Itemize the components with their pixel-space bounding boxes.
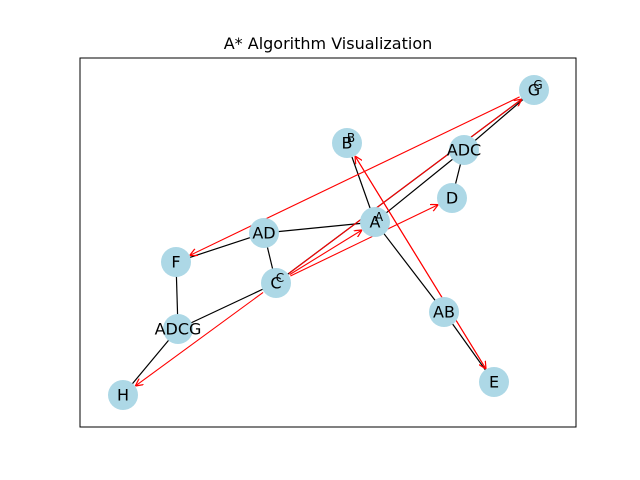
- plot-frame: [79, 57, 577, 428]
- arrow-g-f: [190, 96, 520, 255]
- node-ad: AD: [249, 218, 279, 248]
- node-b-overlay-label: B: [347, 131, 355, 145]
- node-adc: ADC: [447, 135, 481, 165]
- node-adcg: ADCG: [155, 314, 202, 344]
- node-a: AA: [360, 207, 390, 237]
- node-a-circle: [360, 207, 390, 237]
- node-g-circle: [519, 75, 549, 105]
- node-g-label: G: [528, 81, 540, 100]
- arrow-c-h: [136, 292, 264, 385]
- node-h-label: H: [117, 386, 129, 405]
- node-b-label: B: [342, 134, 353, 153]
- edge-a-ab: [374, 221, 445, 313]
- arrow-c-d: [290, 205, 437, 277]
- path-arrows: [136, 96, 521, 386]
- node-d-circle: [437, 183, 467, 213]
- node-d: D: [437, 183, 467, 213]
- node-a-label: A: [370, 213, 381, 232]
- node-c-label: C: [270, 274, 281, 293]
- node-e-circle: [479, 367, 509, 397]
- arrow-c-a: [289, 230, 362, 276]
- node-f: F: [161, 247, 191, 277]
- arrow-c-g: [288, 100, 521, 274]
- arrow-e-b: [355, 157, 487, 369]
- node-ab-label: AB: [433, 303, 455, 322]
- node-e-label: E: [489, 373, 499, 392]
- node-f-circle: [161, 247, 191, 277]
- node-c: CC: [261, 268, 291, 298]
- diagram-title: A* Algorithm Visualization: [224, 34, 433, 53]
- node-ad-circle: [249, 218, 279, 248]
- node-e: E: [479, 367, 509, 397]
- node-g: GG: [519, 75, 549, 105]
- node-ad-label: AD: [252, 224, 275, 243]
- node-h: H: [108, 380, 138, 410]
- node-h-circle: [108, 380, 138, 410]
- node-f-label: F: [171, 253, 180, 272]
- node-c-circle: [261, 268, 291, 298]
- edge-adcg-c: [177, 282, 277, 330]
- node-adcg-label: ADCG: [155, 320, 202, 339]
- node-b-circle: [332, 128, 362, 158]
- node-ab: AB: [429, 297, 459, 327]
- node-c-overlay-label: C: [276, 271, 284, 285]
- edge-ad-a: [263, 221, 376, 234]
- edge-ad-f: [175, 232, 265, 263]
- node-g-overlay-label: G: [533, 78, 542, 92]
- edge-a-adc: [374, 149, 465, 223]
- node-adc-label: ADC: [447, 141, 481, 160]
- node-ab-circle: [429, 297, 459, 327]
- node-d-label: D: [446, 189, 458, 208]
- node-adc-circle: [449, 135, 479, 165]
- node-a-overlay-label: A: [375, 210, 384, 224]
- node-adcg-circle: [163, 314, 193, 344]
- node-b: BB: [332, 128, 362, 158]
